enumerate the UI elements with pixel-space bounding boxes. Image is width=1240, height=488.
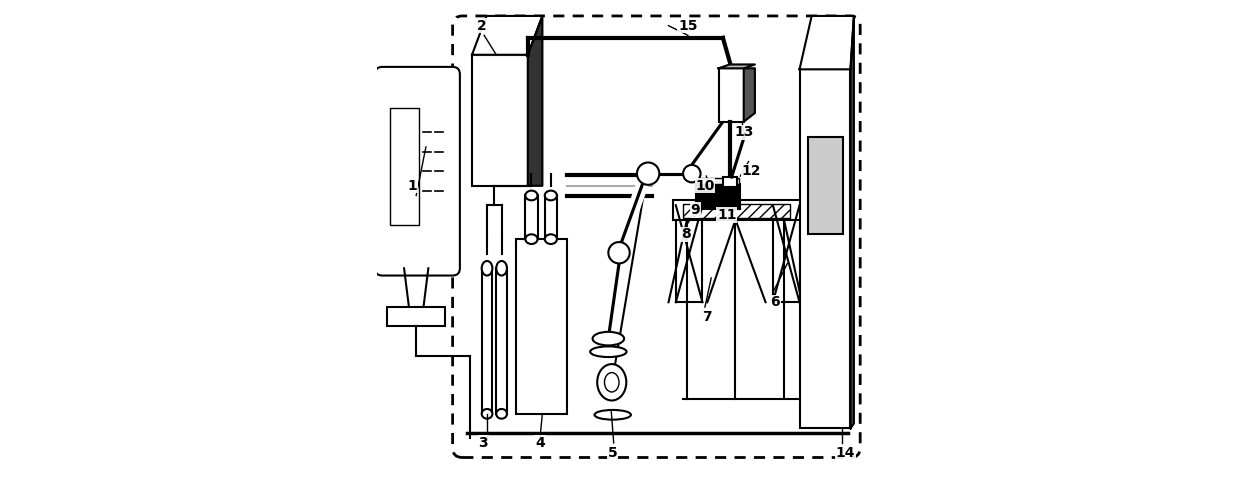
FancyBboxPatch shape [773, 205, 800, 302]
Text: 8: 8 [681, 227, 691, 241]
Ellipse shape [598, 364, 626, 401]
Ellipse shape [594, 410, 631, 420]
Text: 10: 10 [696, 179, 714, 193]
Text: 15: 15 [678, 19, 698, 33]
FancyBboxPatch shape [696, 184, 740, 208]
Text: 6: 6 [770, 295, 780, 309]
FancyBboxPatch shape [698, 178, 739, 184]
FancyBboxPatch shape [676, 205, 703, 302]
Ellipse shape [593, 332, 624, 346]
Ellipse shape [526, 234, 537, 244]
Text: 13: 13 [734, 125, 754, 140]
FancyBboxPatch shape [800, 69, 851, 428]
Text: 7: 7 [703, 310, 712, 324]
Circle shape [683, 165, 701, 183]
Circle shape [637, 163, 660, 185]
Circle shape [609, 242, 630, 264]
Text: 14: 14 [836, 446, 856, 460]
FancyBboxPatch shape [453, 16, 861, 457]
Text: 11: 11 [717, 208, 737, 222]
Text: 1: 1 [408, 179, 417, 193]
Polygon shape [472, 16, 542, 55]
Text: 9: 9 [691, 203, 701, 217]
Polygon shape [744, 68, 755, 122]
FancyBboxPatch shape [673, 201, 802, 220]
FancyBboxPatch shape [387, 307, 445, 326]
FancyBboxPatch shape [374, 67, 460, 276]
Ellipse shape [481, 409, 492, 419]
Ellipse shape [590, 346, 626, 357]
Ellipse shape [544, 191, 557, 201]
Text: 4: 4 [536, 436, 544, 450]
Polygon shape [718, 64, 755, 68]
Ellipse shape [604, 372, 619, 392]
Polygon shape [851, 16, 854, 428]
FancyBboxPatch shape [718, 68, 744, 122]
Ellipse shape [496, 409, 507, 419]
Ellipse shape [496, 261, 507, 276]
Text: 3: 3 [479, 436, 489, 450]
FancyBboxPatch shape [389, 108, 419, 224]
Text: 12: 12 [742, 164, 761, 178]
FancyBboxPatch shape [516, 239, 567, 414]
Ellipse shape [481, 261, 492, 276]
FancyBboxPatch shape [526, 196, 537, 239]
FancyBboxPatch shape [808, 137, 843, 234]
Text: 5: 5 [608, 446, 618, 460]
FancyBboxPatch shape [472, 55, 528, 186]
Polygon shape [528, 16, 542, 186]
FancyBboxPatch shape [723, 177, 738, 187]
FancyBboxPatch shape [481, 268, 492, 414]
FancyBboxPatch shape [496, 268, 507, 414]
FancyBboxPatch shape [683, 203, 790, 218]
FancyBboxPatch shape [544, 196, 557, 239]
Text: 2: 2 [477, 19, 486, 33]
Ellipse shape [544, 234, 557, 244]
Ellipse shape [526, 191, 537, 201]
Polygon shape [800, 16, 854, 69]
